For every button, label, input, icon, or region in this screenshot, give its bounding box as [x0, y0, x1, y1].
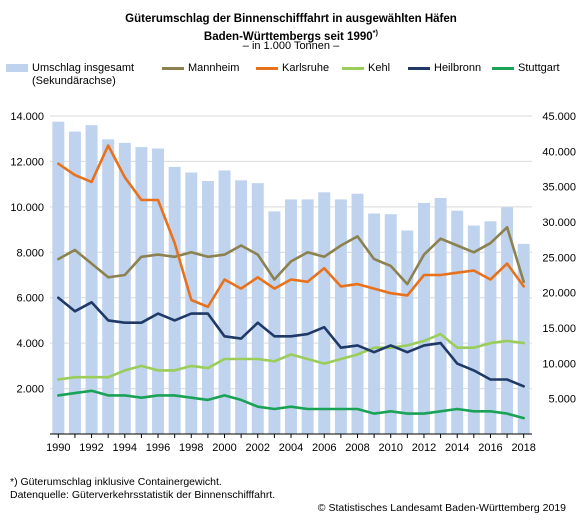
- bar-umschlag-1990: [52, 121, 65, 435]
- legend-swatch-mannheim: [162, 67, 184, 70]
- line-karlsruhe: [56, 144, 526, 309]
- bar-umschlag-2009: [368, 213, 381, 434]
- chart-legend: Umschlag insgesamt (Sekundärachse) Mannh…: [6, 62, 582, 96]
- legend-label-umschlag-line1: Umschlag insgesamt: [32, 62, 135, 74]
- x-tick-label-1998: 1998: [179, 442, 203, 454]
- y-right-tick-label-15.000: 15.000: [542, 323, 576, 335]
- x-tick-label-2004: 2004: [279, 442, 303, 454]
- bar-umschlag-2017: [501, 207, 514, 434]
- bar-umschlag-2002: [251, 183, 264, 434]
- legend-label-stuttgart: Stuttgart: [518, 62, 560, 74]
- footnote-container-weight: *) Güterumschlag inklusive Containergewi…: [10, 476, 222, 488]
- x-tick-label-2014: 2014: [445, 442, 469, 454]
- footnote-data-source: Datenquelle: Güterverkehrsstatistik der …: [10, 489, 276, 501]
- line-stuttgart: [56, 389, 526, 420]
- y-left-tick-label-12.000: 12.000: [10, 156, 44, 168]
- y-right-tick-label-45.000: 45.000: [542, 111, 576, 123]
- title-line-2-text: Baden-Württembergs seit 1990: [203, 30, 373, 43]
- legend-label-umschlag-line2: (Sekundärachse): [32, 75, 116, 87]
- line-kehl: [56, 332, 526, 381]
- bar-umschlag-2018: [517, 243, 530, 434]
- chart-subtitle: – in 1.000 Tonnen –: [242, 40, 340, 52]
- legend-swatch-karlsruhe: [256, 67, 278, 70]
- y-right-tick-label-30.000: 30.000: [542, 217, 576, 229]
- y-left-tick-label-8.000: 8.000: [16, 247, 44, 259]
- bar-umschlag-1996: [152, 148, 165, 435]
- line-heilbronn: [56, 296, 526, 388]
- bar-umschlag-1998: [185, 172, 198, 434]
- bar-umschlag-2008: [351, 193, 364, 434]
- y-left-tick-label-14.000: 14.000: [10, 111, 44, 123]
- bar-umschlag-2006: [318, 192, 331, 434]
- y-right-tick-label-20.000: 20.000: [542, 288, 576, 300]
- copyright-notice: © Statistisches Landesamt Baden-Württemb…: [317, 502, 566, 514]
- title-line-2: Baden-Württembergs seit 1990*): [0, 26, 582, 44]
- title-line-1: Güterumschlag der Binnenschifffahrt in a…: [125, 13, 457, 25]
- bar-umschlag-2013: [434, 197, 447, 434]
- bar-umschlag-2011: [401, 230, 414, 434]
- bar-umschlag-1993: [102, 139, 115, 434]
- bar-umschlag-1992: [85, 125, 98, 434]
- title-footnote-mark: *): [372, 28, 379, 37]
- y-left-tick-label-10.000: 10.000: [10, 202, 44, 214]
- legend-swatch-umschlag: [6, 64, 28, 72]
- bar-umschlag-2000: [218, 170, 231, 434]
- x-tick-label-2008: 2008: [345, 442, 369, 454]
- x-tick-label-1992: 1992: [79, 442, 103, 454]
- bar-umschlag-2010: [384, 214, 397, 434]
- bar-umschlag-2012: [417, 202, 430, 434]
- bar-umschlag-2014: [451, 210, 464, 434]
- bar-umschlag-1997: [168, 166, 181, 434]
- y-left-tick-label-6.000: 6.000: [16, 293, 44, 305]
- legend-swatch-stuttgart: [492, 67, 514, 70]
- legend-swatch-kehl: [342, 67, 364, 70]
- bar-umschlag-1994: [118, 142, 131, 434]
- x-tick-label-2016: 2016: [478, 442, 502, 454]
- legend-label-umschlag: Umschlag insgesamt (Sekundärachse): [32, 62, 134, 88]
- y-left-tick-label-4.000: 4.000: [16, 338, 44, 350]
- bar-umschlag-2007: [334, 199, 347, 434]
- x-tick-label-2000: 2000: [212, 442, 236, 454]
- legend-label-heilbronn: Heilbronn: [434, 62, 482, 74]
- y-right-tick-label-40.000: 40.000: [542, 146, 576, 158]
- bar-umschlag-2004: [285, 199, 297, 434]
- x-tick-label-1994: 1994: [113, 442, 137, 454]
- y-right-tick-label-10.000: 10.000: [542, 358, 576, 370]
- bar-umschlag-2001: [235, 180, 248, 434]
- y-right-tick-label-25.000: 25.000: [542, 252, 576, 264]
- x-tick-label-2010: 2010: [378, 442, 402, 454]
- legend-swatch-heilbronn: [408, 67, 430, 70]
- x-tick-label-2018: 2018: [511, 442, 535, 454]
- x-tick-label-1996: 1996: [146, 442, 170, 454]
- x-tick-label-2012: 2012: [412, 442, 436, 454]
- legend-label-karlsruhe: Karlsruhe: [282, 62, 330, 74]
- chart-title: Güterumschlag der Binnenschifffahrt in a…: [0, 12, 582, 44]
- bar-umschlag-2015: [467, 225, 480, 434]
- y-right-tick-label-35.000: 35.000: [542, 182, 576, 194]
- bar-umschlag-1991: [68, 131, 81, 434]
- x-tick-label-2006: 2006: [312, 442, 336, 454]
- line-mannheim: [56, 226, 526, 286]
- legend-label-kehl: Kehl: [368, 62, 391, 74]
- bar-umschlag-2003: [268, 211, 281, 434]
- y-left-tick-label-2.000: 2.000: [16, 384, 44, 396]
- bar-umschlag-2005: [301, 199, 314, 434]
- x-tick-label-2002: 2002: [246, 442, 270, 454]
- x-tick-label-1990: 1990: [46, 442, 70, 454]
- y-right-tick-label-5.000: 5.000: [548, 394, 576, 406]
- chart-plot: 1990 1992 1994 1996 1998 2000 2002 2004 2006 2008…: [10, 111, 576, 454]
- bar-umschlag-1995: [135, 147, 148, 435]
- legend-label-mannheim: Mannheim: [188, 62, 240, 74]
- bar-umschlag-2016: [484, 221, 497, 434]
